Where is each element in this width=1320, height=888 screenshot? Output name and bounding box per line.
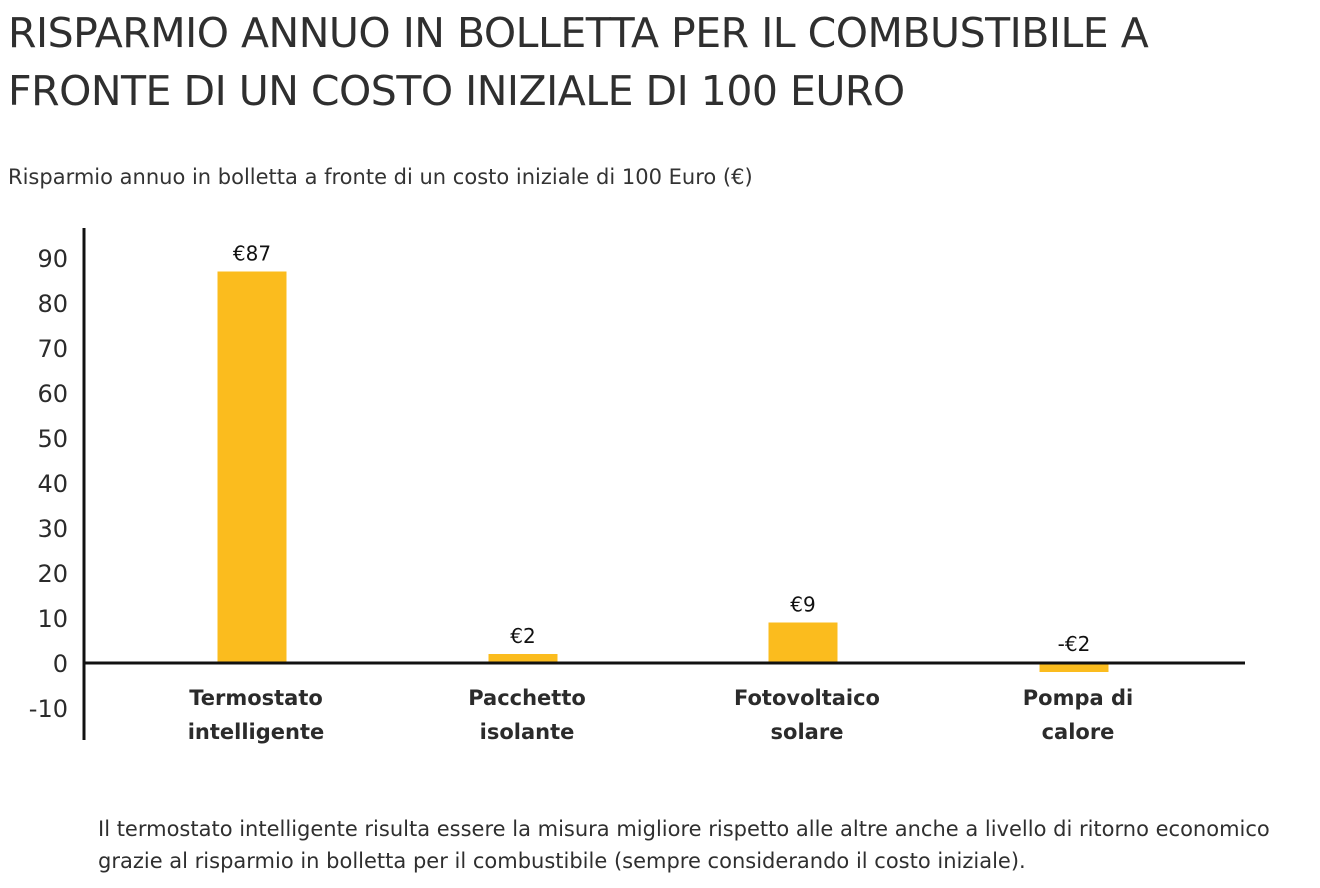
y-tick-label: 60 xyxy=(37,380,68,408)
y-tick-label: 80 xyxy=(37,290,68,318)
x-category-label: Fotovoltaico xyxy=(734,686,880,710)
chart-title: Risparmio annuo in bolletta a fronte di … xyxy=(8,165,753,189)
data-label: €2 xyxy=(510,624,535,648)
x-category-label: intelligente xyxy=(188,720,325,744)
x-category-label: solare xyxy=(771,720,844,744)
y-axis-ticks: 90 80 70 60 50 40 30 20 10 0 -10 xyxy=(29,245,68,723)
y-tick-label: 0 xyxy=(53,650,68,678)
y-tick-label: 20 xyxy=(37,560,68,588)
x-category-label: calore xyxy=(1042,720,1115,744)
x-category-label: isolante xyxy=(480,720,575,744)
x-axis-labels: Termostato intelligente Pacchetto isolante F… xyxy=(188,686,1133,744)
y-tick-label: 40 xyxy=(37,470,68,498)
bars xyxy=(217,271,1109,672)
y-tick-label: -10 xyxy=(29,695,68,723)
data-labels: €87 €2 €9 -€2 xyxy=(233,242,1090,657)
x-category-label: Termostato xyxy=(189,686,323,710)
chart-note: Il termostato intelligente risulta esser… xyxy=(98,817,1270,873)
y-tick-label: 70 xyxy=(37,335,68,363)
bar xyxy=(1039,663,1109,672)
bar xyxy=(768,622,838,663)
y-tick-label: 10 xyxy=(37,605,68,633)
x-category-label: Pacchetto xyxy=(468,686,586,710)
bar xyxy=(488,654,558,663)
bar xyxy=(217,271,287,663)
data-label: €9 xyxy=(790,593,815,617)
x-category-label: Pompa di xyxy=(1023,686,1133,710)
y-tick-label: 90 xyxy=(37,245,68,273)
data-label: €87 xyxy=(233,242,271,266)
y-tick-label: 50 xyxy=(37,425,68,453)
data-label: -€2 xyxy=(1058,632,1091,656)
y-tick-label: 30 xyxy=(37,515,68,543)
page-title: RISPARMIO ANNUO IN BOLLETTA PER IL COMBU… xyxy=(8,9,1149,115)
